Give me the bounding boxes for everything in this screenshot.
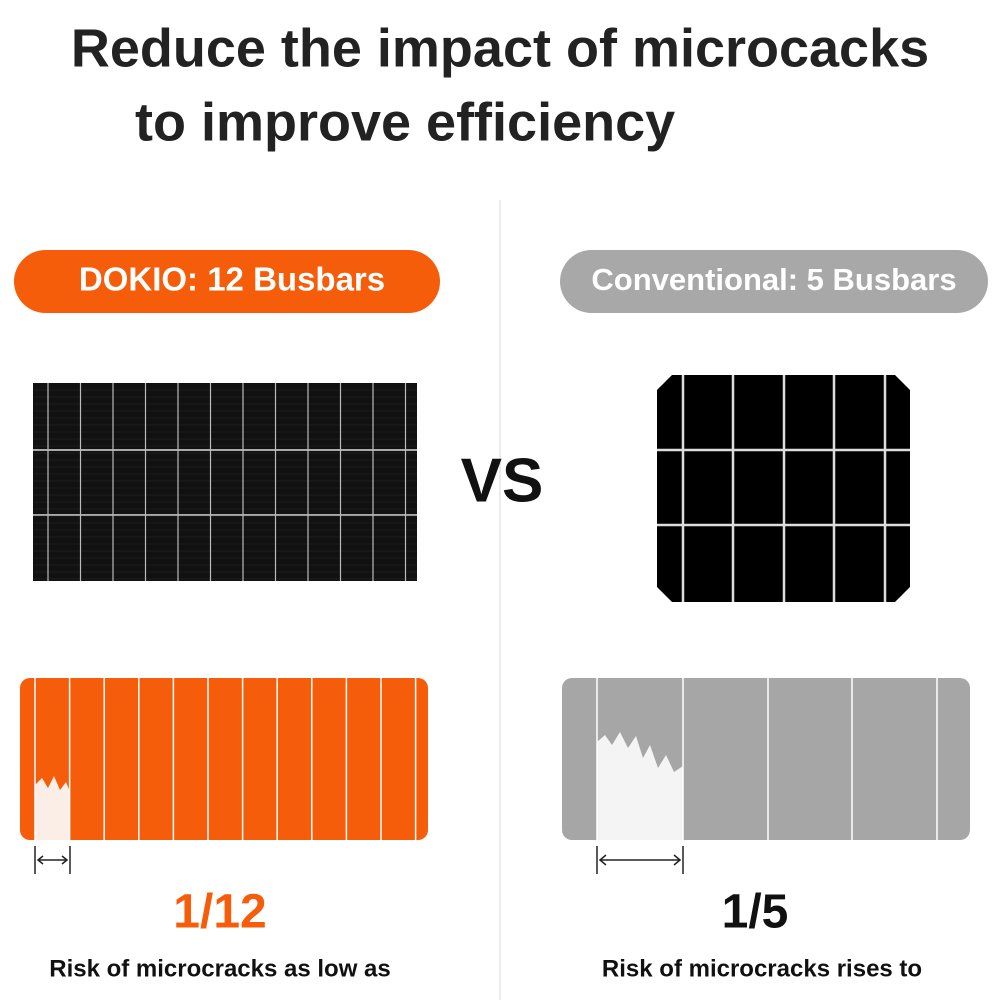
ratio: 1/12 xyxy=(173,886,266,939)
vs-label: VS xyxy=(461,446,544,515)
ratio: 1/5 xyxy=(722,886,789,939)
width-arrow xyxy=(34,846,71,874)
caption: Risk of microcracks rises to xyxy=(602,955,922,982)
label-pill xyxy=(14,250,440,313)
caption: Risk of microcracks as low as xyxy=(49,955,391,982)
title-line: Reduce the impact of microcacks xyxy=(71,18,929,78)
pill-label: DOKIO: 12 Busbars xyxy=(79,261,385,298)
title-line: to improve efficiency xyxy=(135,92,675,152)
label-pill xyxy=(560,250,988,313)
solar-cell-5 xyxy=(657,375,910,602)
width-arrow xyxy=(596,846,684,874)
crack-diagram xyxy=(562,678,970,840)
crack-diagram xyxy=(20,678,428,840)
pill-label: Conventional: 5 Busbars xyxy=(591,262,956,297)
busbar-cell-12 xyxy=(33,383,417,581)
